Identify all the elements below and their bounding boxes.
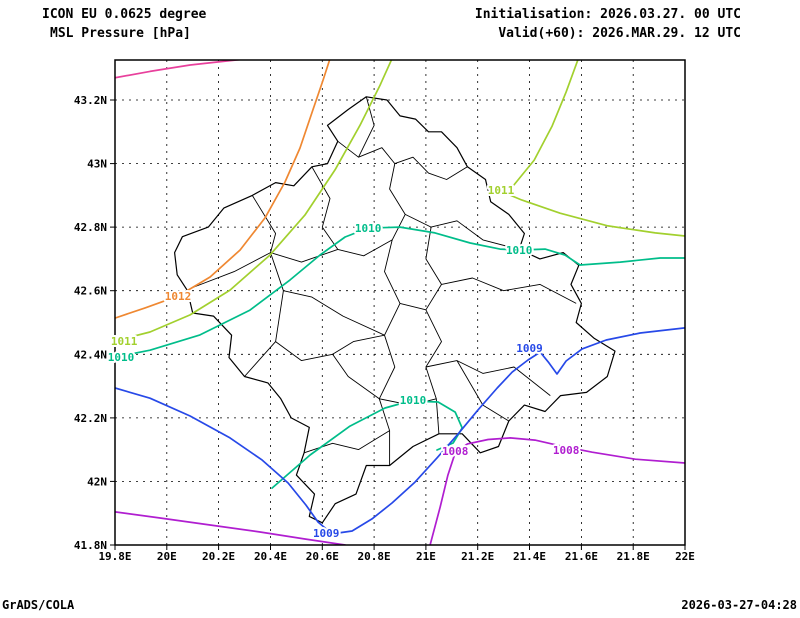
x-tick-label: 19.8E — [98, 550, 131, 563]
district-boundary — [337, 239, 393, 257]
x-tick-label: 20E — [157, 550, 177, 563]
district-boundary — [283, 290, 385, 336]
district-boundary — [251, 195, 277, 253]
model-title: ICON EU 0.0625 degree — [42, 7, 207, 22]
district-boundary — [378, 239, 401, 466]
isobar-labels: 1012 1011 1011 1010 1010 1010 1010 1009 1009 1008… — [106, 182, 582, 542]
y-tick-label: 41.8N — [74, 539, 107, 552]
y-tick-label: 42.8N — [74, 221, 107, 234]
x-tick-label: 20.4E — [254, 550, 287, 563]
x-tick-label: 21E — [416, 550, 436, 563]
district-boundary — [192, 248, 338, 288]
district-boundary — [425, 227, 442, 434]
isobar-1013-line — [115, 60, 245, 79]
district-boundary — [441, 277, 577, 304]
isobar-label-1011: 1011 — [488, 184, 515, 197]
isobar-label-1010: 1010 — [108, 351, 135, 364]
x-tick-label: 21.2E — [461, 550, 494, 563]
x-tick-label: 21.6E — [565, 550, 598, 563]
district-boundary — [425, 360, 551, 396]
creation-timestamp: 2026-03-27-04:28 — [681, 598, 797, 612]
district-boundary — [405, 213, 520, 250]
isobar-1011-line — [499, 60, 685, 237]
isobar-label-1010: 1010 — [355, 222, 382, 235]
district-boundary — [311, 166, 339, 250]
y-tick-label: 43.2N — [74, 94, 107, 107]
district-boundary — [337, 140, 468, 180]
isobar-label-1009: 1009 — [313, 527, 340, 540]
isobar-label-1008: 1008 — [553, 444, 580, 457]
district-boundary — [332, 354, 380, 400]
y-tick-label: 42N — [87, 475, 107, 488]
x-tick-label: 20.6E — [306, 550, 339, 563]
district-boundary — [244, 341, 276, 377]
initialisation-time: Initialisation: 2026.03.27. 00 UTC — [474, 7, 741, 22]
isobar-label-1012: 1012 — [165, 290, 192, 303]
isobar-1008-line — [115, 511, 346, 545]
district-boundary — [270, 252, 284, 342]
district-boundary — [389, 163, 406, 241]
y-tick-label: 42.4N — [74, 348, 107, 361]
x-tick-label: 20.8E — [358, 550, 391, 563]
isobar-1011-line — [115, 60, 393, 342]
isobar-1012-line — [115, 60, 331, 319]
y-tick-label: 42.2N — [74, 412, 107, 425]
isobar-1009-line — [115, 327, 685, 535]
x-tick-label: 20.2E — [202, 550, 235, 563]
district-boundary — [399, 302, 427, 311]
isobar-1010-line — [115, 226, 685, 358]
grads-credit: GrADS/COLA — [2, 598, 75, 612]
district-boundary — [275, 334, 385, 362]
map-layers — [115, 60, 685, 545]
isobar-label-1010: 1010 — [506, 244, 533, 257]
y-tick-label: 43N — [87, 158, 107, 171]
valid-time: Valid(+60): 2026.MAR.29. 12 UTC — [498, 26, 741, 41]
isobar-label-1011: 1011 — [111, 335, 138, 348]
isobar-1008-line — [429, 437, 685, 545]
x-tick-label: 21.4E — [513, 550, 546, 563]
x-tick-label: 22E — [675, 550, 695, 563]
plot-frame — [114, 59, 686, 546]
x-tick-label: 21.8E — [617, 550, 650, 563]
field-title: MSL Pressure [hPa] — [50, 26, 191, 41]
country-boundary — [174, 96, 616, 524]
y-tick-label: 42.6N — [74, 285, 107, 298]
isobar-label-1009: 1009 — [516, 342, 543, 355]
district-boundary — [358, 96, 375, 158]
isobar-label-1008: 1008 — [442, 445, 469, 458]
isobar-label-1010: 1010 — [400, 394, 427, 407]
